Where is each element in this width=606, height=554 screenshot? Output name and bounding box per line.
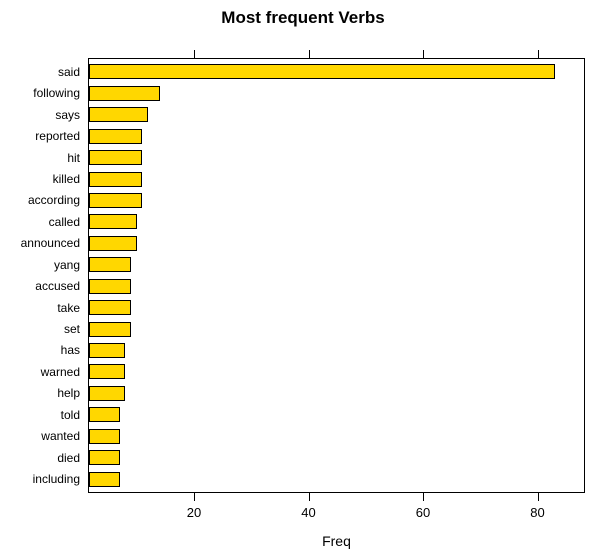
x-axis-tick xyxy=(537,493,539,501)
x-axis-top-tick xyxy=(423,50,424,58)
category-label: reported xyxy=(35,129,80,144)
category-label: including xyxy=(32,472,80,487)
category-label: says xyxy=(55,107,80,122)
bar xyxy=(89,364,126,380)
bar xyxy=(89,342,126,358)
bar xyxy=(89,257,132,273)
bar xyxy=(89,450,120,466)
x-axis-title: Freq xyxy=(322,533,351,549)
category-label: called xyxy=(48,214,80,229)
category-label: warned xyxy=(40,364,80,379)
bar xyxy=(89,300,132,316)
bar xyxy=(89,321,132,337)
category-label: killed xyxy=(52,172,80,187)
x-axis-top-tick xyxy=(537,50,539,58)
x-axis-top-tick xyxy=(194,50,195,58)
bar xyxy=(89,64,555,80)
bar xyxy=(89,407,120,423)
bar xyxy=(89,471,120,487)
bar xyxy=(89,128,143,144)
category-label: yang xyxy=(53,257,80,272)
bar xyxy=(89,235,137,251)
x-axis-tick xyxy=(423,493,424,501)
category-label: take xyxy=(57,300,80,315)
bar xyxy=(89,85,160,101)
category-label: according xyxy=(27,193,80,208)
x-axis-tick-label: 40 xyxy=(301,505,316,520)
bar xyxy=(89,192,143,208)
x-axis-tick xyxy=(308,493,310,501)
x-axis-tick xyxy=(194,493,195,501)
category-label: accused xyxy=(35,279,80,294)
bar xyxy=(89,214,137,230)
category-label: help xyxy=(57,386,80,401)
category-label: has xyxy=(60,343,80,358)
category-label: said xyxy=(57,64,80,79)
chart-title: Most frequent Verbs xyxy=(221,8,385,27)
category-label: wanted xyxy=(41,429,80,444)
category-label: told xyxy=(60,407,80,422)
x-axis-tick-label: 80 xyxy=(530,505,545,520)
category-label: died xyxy=(57,450,80,465)
bar xyxy=(89,107,149,123)
x-axis-tick-label: 60 xyxy=(415,505,431,520)
plot-area xyxy=(88,58,585,493)
x-axis-tick-label: 20 xyxy=(186,505,202,520)
x-axis-top-tick xyxy=(308,50,310,58)
bar xyxy=(89,150,143,166)
bar xyxy=(89,171,143,187)
category-label: set xyxy=(63,322,80,337)
bar xyxy=(89,385,126,401)
category-label: following xyxy=(33,86,80,101)
bar xyxy=(89,428,120,444)
category-label: announced xyxy=(20,236,80,251)
category-label: hit xyxy=(67,150,80,165)
bar xyxy=(89,278,132,294)
